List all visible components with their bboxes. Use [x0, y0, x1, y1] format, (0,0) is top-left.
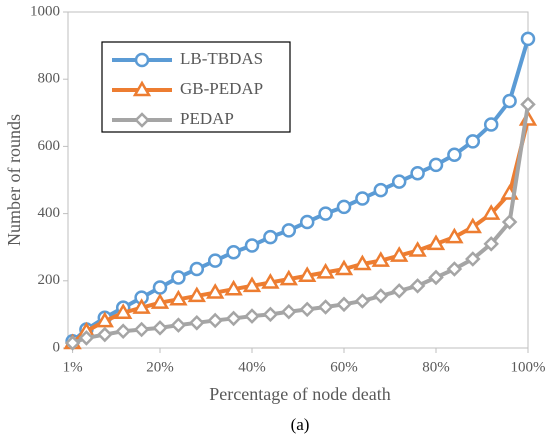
y-tick-label: 1000 [30, 3, 60, 19]
marker [355, 191, 370, 206]
marker [336, 199, 352, 215]
marker [244, 308, 260, 324]
marker [426, 234, 446, 251]
marker [224, 279, 243, 296]
marker [428, 157, 444, 173]
marker [299, 301, 315, 318]
marker [206, 283, 225, 299]
marker [465, 134, 481, 149]
x-tick-label: 1% [63, 359, 83, 375]
marker [97, 326, 113, 343]
marker [447, 147, 462, 163]
marker [445, 227, 464, 244]
marker [152, 320, 168, 336]
marker [261, 272, 280, 289]
y-tick-label: 600 [38, 138, 61, 154]
legend-label: LB-TBDAS [180, 49, 263, 68]
legend-box [101, 41, 291, 133]
marker [409, 278, 426, 294]
marker [226, 244, 241, 260]
marker [428, 269, 444, 286]
marker [334, 259, 354, 276]
x-tick-label: 80% [422, 359, 450, 375]
y-axis-label: Number of rounds [4, 114, 24, 246]
marker [78, 330, 95, 346]
marker [133, 321, 150, 338]
marker [354, 293, 371, 309]
x-tick-label: 20% [146, 359, 174, 375]
legend-label: PEDAP [180, 109, 234, 128]
marker [520, 31, 536, 47]
marker [207, 312, 223, 329]
marker [373, 288, 389, 304]
x-tick-label: 40% [238, 359, 266, 375]
marker [95, 311, 114, 328]
marker [150, 293, 170, 309]
marker [115, 323, 131, 339]
marker [408, 241, 427, 257]
marker [391, 174, 407, 189]
marker [317, 299, 334, 315]
legend-label: GB-PEDAP [180, 79, 263, 98]
marker [482, 204, 501, 220]
marker [242, 276, 262, 293]
legend-marker [132, 80, 152, 97]
marker [152, 280, 168, 295]
x-tick-label: 100% [511, 359, 546, 375]
marker [263, 229, 278, 245]
marker [483, 236, 499, 252]
y-tick-label: 800 [38, 71, 61, 87]
y-tick-label: 0 [53, 339, 61, 355]
marker [244, 238, 260, 253]
marker [410, 166, 425, 181]
marker [281, 223, 297, 238]
legend-marker [134, 112, 150, 128]
marker [316, 262, 335, 279]
marker [298, 266, 317, 283]
marker [390, 246, 409, 262]
marker [207, 253, 223, 268]
y-tick-label: 200 [38, 272, 61, 288]
marker [171, 270, 186, 285]
marker [132, 298, 151, 314]
x-axis-label: Percentage of node death [209, 384, 390, 404]
marker [446, 261, 463, 277]
marker [170, 317, 187, 333]
marker [279, 269, 298, 286]
marker [189, 261, 205, 277]
marker [189, 315, 205, 331]
marker [187, 286, 206, 303]
marker [64, 335, 81, 351]
legend-marker [134, 52, 150, 68]
marker [225, 310, 242, 327]
y-tick-label: 400 [38, 205, 61, 221]
marker [501, 214, 518, 230]
marker [262, 306, 279, 323]
x-tick-label: 60% [330, 359, 358, 375]
marker [465, 251, 481, 267]
marker [299, 214, 315, 230]
marker [502, 93, 517, 109]
marker [483, 117, 499, 132]
marker [463, 217, 482, 234]
marker [169, 289, 188, 306]
marker [520, 96, 536, 113]
marker [336, 296, 352, 313]
marker [114, 303, 133, 319]
marker [371, 251, 390, 267]
marker [373, 182, 389, 198]
marker [353, 254, 372, 271]
marker [391, 283, 407, 299]
caption: (a) [291, 415, 310, 434]
plot-frame [67, 11, 529, 349]
marker [281, 303, 297, 320]
marker [318, 206, 333, 221]
